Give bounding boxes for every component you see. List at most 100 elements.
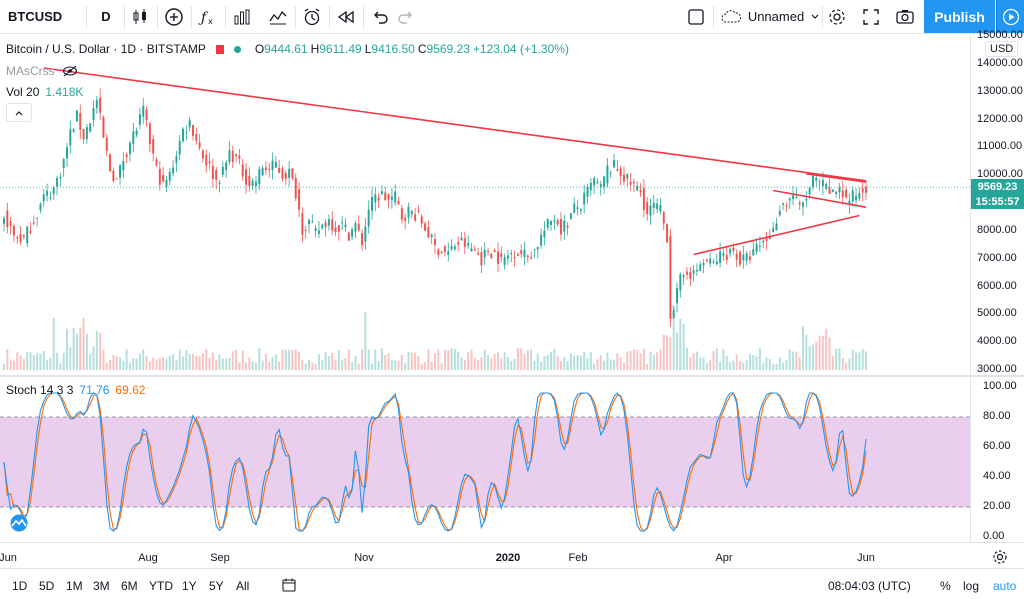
volume-bar [85,333,88,370]
candle-body [122,160,125,171]
candle-body [298,189,301,210]
hidden-eye-icon[interactable] [62,65,78,77]
volume-bar [642,348,645,370]
range-button-ytd[interactable]: YTD [149,579,173,593]
range-button-5d[interactable]: 5D [39,579,55,593]
utc-clock[interactable]: 08:04:03 (UTC) [828,579,911,593]
range-button-1m[interactable]: 1M [66,579,83,593]
play-icon[interactable] [996,0,1024,33]
financials-icon[interactable] [228,0,256,33]
volume-bar [278,361,281,370]
price-tick-label: 15000.00 [977,29,1023,41]
symbol-legend[interactable]: Bitcoin / U.S. Dollar · 1D · BITSTAMP O94… [6,42,572,56]
volume-bar [821,335,824,370]
candle-body [417,210,420,212]
publish-button[interactable]: Publish [924,0,995,33]
candle-body [178,140,181,155]
log-scale-toggle[interactable]: log [963,579,980,593]
pane-separator[interactable] [0,375,1024,377]
volume-bar [95,331,98,370]
layout-menu[interactable]: Unnamed [718,0,822,33]
percent-scale-toggle[interactable]: % [940,579,951,593]
price-tick-label: 7000.00 [977,251,1017,264]
symbol-search[interactable]: BTCUSD [8,9,63,24]
candle-body [735,253,738,260]
range-button-3m[interactable]: 3M [93,579,110,593]
templates-icon[interactable] [264,0,292,33]
stochastic-legend[interactable]: Stoch 14 3 3 71.76 69.62 [6,383,145,397]
settings-gear-icon[interactable] [823,0,851,33]
candle-body [112,170,115,182]
candle-body [510,253,513,255]
volume-bar [347,349,350,370]
candle-body [616,169,619,171]
chart-settings-gear-icon[interactable] [992,549,1008,565]
candle-body [211,165,214,180]
price-chart-pane[interactable] [0,35,970,375]
range-button-5y[interactable]: 5Y [209,579,224,593]
alert-clock-icon[interactable] [298,0,326,33]
volume-bar [775,363,778,370]
currency-label[interactable]: USD [985,41,1019,57]
volume-legend[interactable]: Vol 20 1.418K [6,85,83,99]
redo-icon[interactable] [392,0,420,33]
candle-body [778,210,781,216]
range-button-1y[interactable]: 1Y [182,579,197,593]
volume-bar [344,358,347,370]
goto-date-calendar-icon[interactable] [282,578,296,592]
candle-body [288,168,291,178]
volume-bar [414,352,417,370]
candle-body [520,250,523,254]
volume-bar [719,361,722,370]
volume-bar [755,356,758,370]
fullscreen-icon[interactable] [857,0,885,33]
volume-bar [49,358,52,370]
volume-bar [516,348,519,370]
candle-body [811,175,814,188]
volume-bar [12,360,15,370]
volume-bar [274,354,277,370]
candle-body [622,174,625,182]
candle-body [12,225,15,236]
volume-bar [99,333,102,370]
multi-layout-icon[interactable] [682,0,710,33]
undo-icon[interactable] [366,0,394,33]
stochastic-tick-label: 40.00 [983,470,1011,482]
range-button-1d[interactable]: 1D [12,579,28,593]
candle-body [9,221,12,227]
bar-replay-icon[interactable] [332,0,360,33]
price-tick-label: 11000.00 [977,140,1023,153]
interval-button[interactable]: D [101,9,111,24]
candles-icon[interactable] [126,0,154,33]
camera-icon[interactable] [891,0,919,33]
range-button-all[interactable]: All [236,579,250,593]
volume-bar [311,362,314,370]
compare-add-icon[interactable] [160,0,188,33]
volume-bar [390,359,393,370]
candle-body [185,131,188,133]
time-axis[interactable] [0,542,1024,568]
candle-body [142,106,145,117]
stochastic-tick-label: 20.00 [983,500,1011,512]
candle-body [268,168,271,170]
volume-bar [115,355,118,370]
candle-body [652,202,655,208]
candle-body [666,224,669,243]
auto-scale-toggle[interactable]: auto [993,579,1017,593]
flag-icon[interactable] [215,45,224,54]
volume-bar [579,355,582,370]
volume-bar [788,349,791,370]
candle-body [52,187,55,194]
volume-bar [546,355,549,370]
range-button-6m[interactable]: 6M [121,579,138,593]
stochastic-pane[interactable] [0,377,970,542]
legend-collapse-button[interactable] [6,103,32,122]
stochastic-axis[interactable]: 100.00 80.00 60.00 40.00 20.00 0.00 [970,377,1024,542]
volume-label: Vol 20 [6,85,40,99]
ma-cross-legend[interactable]: MAsCrss [6,64,78,78]
price-axis[interactable]: 15000.00 14000.00 13000.00 12000.00 11000.00… [970,29,1024,375]
tradingview-logo-icon[interactable] [6,514,32,532]
candle-body [314,228,317,231]
volume-bar [26,351,29,370]
